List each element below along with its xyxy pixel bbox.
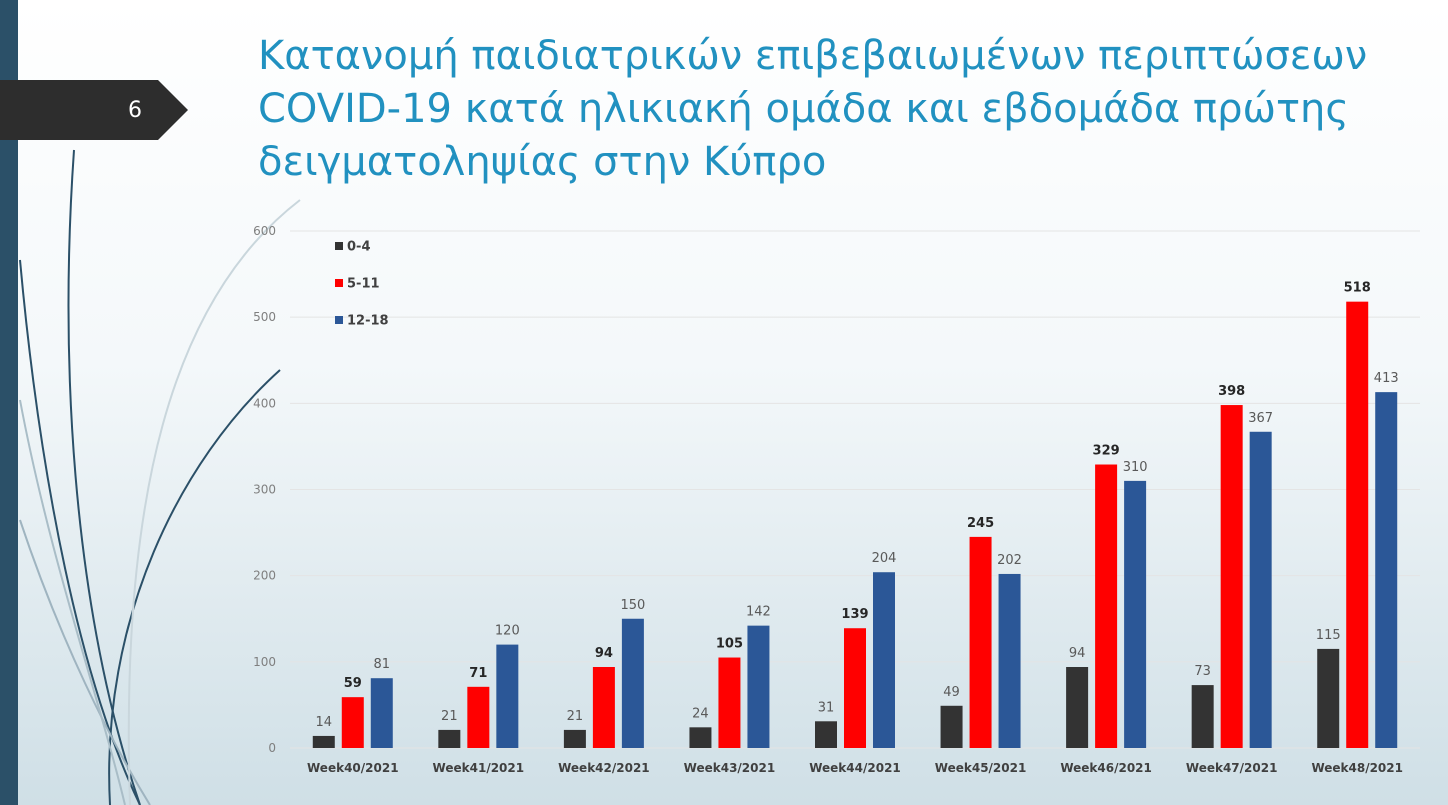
data-label: 139 [841,607,868,622]
bar [1191,685,1214,748]
bar [1317,648,1340,748]
data-label: 49 [943,685,960,700]
bar [998,573,1021,748]
bar [1346,301,1369,748]
x-tick-label: Week42/2021 [558,761,650,775]
data-label: 329 [1093,444,1120,459]
legend-label: 12-18 [347,314,389,329]
y-tick-label: 500 [253,310,276,324]
x-tick-label: Week47/2021 [1186,761,1278,775]
data-label: 71 [469,666,487,681]
bar [815,721,837,748]
data-label: 518 [1344,281,1371,296]
bar [969,536,992,748]
data-label: 310 [1123,460,1148,475]
bar [592,667,615,748]
x-tick-label: Week48/2021 [1311,761,1403,775]
legend-label: 5-11 [347,277,380,292]
y-tick-label: 100 [253,655,276,669]
data-label: 73 [1194,664,1211,679]
y-tick-label: 600 [253,224,276,238]
bar [1124,480,1147,748]
slide-number: 6 [128,98,142,123]
x-tick-label: Week44/2021 [809,761,901,775]
bar [312,735,335,748]
bar [1220,405,1243,748]
bar [689,727,712,748]
bar [496,644,519,748]
bar [370,678,393,748]
y-tick-label: 200 [253,569,276,583]
data-label: 59 [344,676,362,691]
bar [873,572,895,748]
x-tick-label: Week43/2021 [684,761,776,775]
x-tick-label: Week46/2021 [1060,761,1152,775]
bar [438,729,461,748]
data-label: 367 [1248,411,1273,426]
bar [563,729,586,748]
data-label: 142 [746,605,771,620]
data-label: 245 [967,516,994,531]
bar [467,686,490,748]
legend-swatch [335,279,343,287]
legend-swatch [335,242,343,250]
data-label: 115 [1316,628,1341,643]
legend-swatch [335,316,343,324]
bar [1095,464,1118,748]
y-tick-label: 300 [253,483,276,497]
bar [718,657,741,748]
legend-label: 0-4 [347,240,371,255]
chart-title: Κατανομή παιδιατρικών επιβεβαιωμένων περ… [258,33,1368,185]
bar [341,697,364,748]
data-label: 24 [692,706,709,721]
data-label: 204 [872,551,897,566]
x-tick-label: Week40/2021 [307,761,399,775]
data-label: 81 [374,657,391,672]
x-tick-label: Week45/2021 [935,761,1027,775]
bar [621,618,644,748]
data-label: 21 [441,709,458,724]
bar [844,628,866,748]
bar [747,625,770,748]
data-label: 413 [1374,371,1399,386]
bar [1375,392,1398,748]
data-label: 202 [997,553,1022,568]
bar [940,705,963,748]
y-tick-label: 400 [253,396,276,410]
data-label: 120 [495,624,520,639]
data-label: 150 [620,598,645,613]
data-label: 398 [1218,384,1245,399]
data-label: 21 [567,709,584,724]
bar [1249,431,1272,748]
bar [1066,667,1089,748]
data-label: 105 [716,637,743,652]
data-label: 94 [595,646,613,661]
data-label: 14 [316,715,333,730]
data-label: 94 [1069,646,1086,661]
x-tick-label: Week41/2021 [433,761,525,775]
data-label: 31 [818,700,835,715]
y-tick-label: 0 [268,741,276,755]
